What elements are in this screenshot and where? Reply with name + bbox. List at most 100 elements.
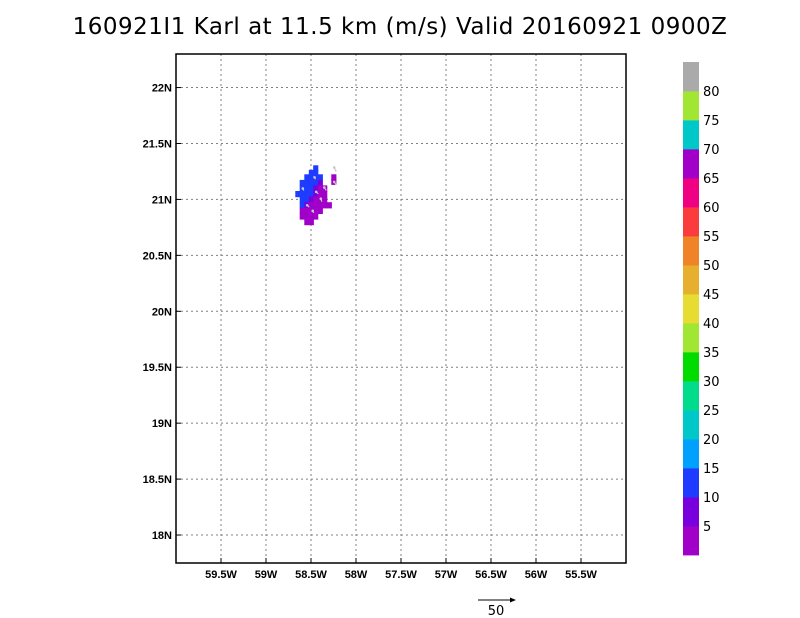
wind-cell	[304, 219, 310, 226]
wind-cell	[308, 174, 314, 181]
colorbar-swatch	[683, 120, 699, 150]
colorbar-label: 30	[703, 375, 720, 390]
wind-cell	[322, 191, 328, 198]
wind-cell	[308, 213, 314, 220]
colorbar-swatch	[683, 323, 699, 353]
wind-cell	[322, 202, 328, 209]
wind-cell	[317, 191, 323, 198]
wind-cell	[313, 185, 319, 192]
colorbar-swatch	[683, 497, 699, 527]
colorbar-label: 40	[703, 317, 720, 332]
wind-cell	[308, 185, 314, 192]
colorbar-swatch	[683, 207, 699, 237]
wind-cell	[313, 169, 319, 176]
wind-cell	[299, 191, 305, 198]
wind-cell	[322, 196, 328, 203]
y-tick-label: 18N	[152, 530, 172, 542]
colorbar: 5 10 15 20 25 30 35 40 45 50 55 60 65 70 75 80	[683, 62, 720, 556]
wind-vector-head	[313, 175, 316, 179]
colorbar-swatch	[683, 236, 699, 266]
colorbar-swatch	[683, 91, 699, 121]
wind-cell	[304, 196, 310, 203]
colorbar-label: 70	[703, 143, 720, 158]
colorbar-label: 5	[703, 520, 711, 535]
wind-cell	[313, 165, 319, 172]
colorbar-swatch	[683, 468, 699, 498]
x-tick-label: 55.5W	[565, 569, 597, 581]
wind-speed-cells	[295, 165, 337, 226]
wind-cell	[308, 179, 314, 187]
colorbar-swatch	[683, 439, 699, 469]
wind-cell	[313, 207, 319, 214]
grid-lines	[176, 54, 626, 563]
colorbar-label: 60	[703, 201, 720, 216]
wind-cell	[308, 207, 314, 214]
wind-cell	[308, 196, 314, 203]
colorbar-swatch	[683, 526, 699, 556]
colorbar-label: 75	[703, 114, 720, 129]
colorbar-label: 20	[703, 433, 720, 448]
longitude-ticks: 59.5W 59W 58.5W 58W 57.5W 57W 56.5W 56W 55.5W	[205, 558, 598, 581]
colorbar-label: 45	[703, 288, 720, 303]
y-tick-label: 21.5N	[143, 138, 172, 150]
y-tick-label: 22N	[152, 83, 172, 95]
wind-cell	[317, 174, 323, 181]
y-tick-label: 20N	[152, 306, 172, 318]
wind-cell	[326, 202, 332, 209]
wind-cell	[331, 174, 337, 181]
y-tick-label: 18.5N	[143, 474, 172, 486]
colorbar-swatch	[683, 381, 699, 411]
wind-cell	[317, 185, 323, 192]
colorbar-swatch	[683, 265, 699, 295]
colorbar-label: 35	[703, 346, 720, 361]
colorbar-swatch	[683, 294, 699, 324]
wind-vector-head	[314, 190, 318, 194]
wind-cell	[295, 191, 301, 198]
colorbar-label: 55	[703, 230, 720, 245]
wind-vector-head	[305, 203, 309, 207]
x-tick-label: 57W	[435, 569, 458, 581]
reference-vector-label: 50	[488, 604, 505, 618]
colorbar-label: 80	[703, 85, 720, 100]
wind-vectors	[301, 166, 337, 214]
colorbar-swatch	[683, 178, 699, 208]
colorbar-label: 10	[703, 491, 720, 506]
wind-vector-head	[332, 166, 336, 169]
wind-vector-head	[301, 187, 305, 190]
y-tick-label: 20.5N	[143, 250, 172, 262]
latitude-ticks: 22N 21.5N 21N 20.5N 20N 19.5N 19N 18.5N 18N	[143, 83, 181, 542]
wind-cell	[308, 191, 314, 198]
wind-vector-head	[319, 197, 323, 200]
colorbar-label: 50	[703, 259, 720, 274]
x-tick-label: 57.5W	[385, 569, 417, 581]
wind-cell	[317, 202, 323, 209]
wind-cell	[299, 202, 305, 209]
wind-cell	[304, 179, 310, 187]
wind-cell	[299, 196, 305, 203]
wind-cell	[304, 213, 310, 220]
wind-cell	[313, 179, 319, 187]
x-tick-label: 58W	[345, 569, 368, 581]
y-tick-label: 19.5N	[143, 362, 172, 374]
colorbar-swatch	[683, 410, 699, 440]
wind-cell	[317, 179, 323, 187]
colorbar-label: 15	[703, 462, 720, 477]
wind-cell	[304, 174, 310, 181]
x-tick-label: 56W	[525, 569, 548, 581]
x-tick-label: 59.5W	[205, 569, 237, 581]
colorbar-label: 65	[703, 172, 720, 187]
wind-cell	[304, 185, 310, 192]
colorbar-swatch	[683, 149, 699, 179]
wind-cell	[304, 207, 310, 214]
wind-vector-head	[323, 186, 326, 189]
colorbar-swatch	[683, 62, 699, 92]
colorbar-label: 25	[703, 404, 720, 419]
y-tick-label: 19N	[152, 418, 172, 430]
wind-cell	[313, 191, 319, 198]
wind-cell	[313, 213, 319, 220]
wind-cell	[313, 196, 319, 203]
colorbar-swatch	[683, 352, 699, 382]
wind-cell	[308, 219, 314, 226]
wind-cell	[304, 191, 310, 198]
